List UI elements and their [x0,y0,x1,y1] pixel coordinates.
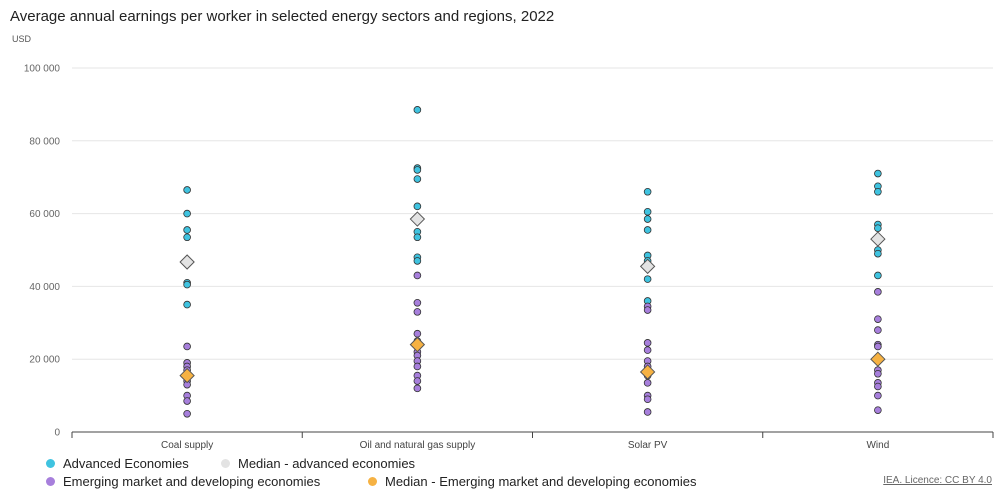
y-tick-label: 20 000 [29,355,60,366]
median-diamond [409,211,426,227]
data-point [413,298,422,307]
legend-label-emerging: Emerging market and developing economies [63,473,321,489]
x-axis: Coal supply Oil and natural gas supply Sol… [71,431,994,451]
data-point [643,339,652,347]
data-point [413,377,422,385]
x-category-label: Oil and natural gas supply [360,440,476,451]
median-diamond [179,367,195,384]
data-point [643,395,652,404]
legend-label-median-advanced: Median - advanced economies [238,455,416,471]
data-point [183,186,191,194]
legend: Advanced Economies Median - advanced eco… [46,454,866,490]
data-point [643,408,652,416]
data-point [183,280,191,289]
data-point [643,346,652,354]
data-point [413,106,422,114]
data-point [183,409,191,418]
legend-label-median-emerging: Median - Emerging market and developing … [385,473,697,489]
legend-item-emerging[interactable]: Emerging market and developing economies [46,474,368,489]
data-point [183,233,191,242]
y-tick-label: 80 000 [29,136,60,147]
y-tick-label: 40 000 [29,282,60,293]
y-tick-label: 60 000 [29,209,60,220]
data-point [874,391,882,400]
data-point [413,271,422,280]
data-point [413,384,422,393]
data-point [643,226,652,234]
legend-label-advanced: Advanced Economies [63,455,189,471]
y-tick-label: 0 [54,428,60,439]
data-point [874,406,882,414]
median-diamond [639,258,656,275]
data-point [413,202,422,211]
data-point [643,215,652,223]
data-point [183,226,191,234]
gridlines [72,67,993,360]
data-point [874,369,882,378]
data-point [874,342,882,351]
data-point [643,379,652,387]
data-point [413,329,422,338]
data-point [874,288,882,296]
data-point [413,308,422,316]
y-axis-ticks: 0 20 000 40 000 60 000 80 000 100 000 [24,64,61,439]
data-point [413,257,422,265]
x-category-label: Solar PV [628,440,668,451]
data-point [643,207,652,216]
data-point [874,271,882,280]
data-point [413,233,422,242]
data-point [643,187,652,196]
data-point [874,382,882,391]
data-point [413,175,422,183]
median-diamond [639,364,656,380]
data-point [183,342,191,351]
data-point [413,166,422,174]
legend-item-median-advanced[interactable]: Median - advanced economies [221,456,415,471]
legend-item-advanced[interactable]: Advanced Economies [46,456,221,471]
median-diamond [870,351,886,367]
legend-swatch-advanced [46,458,55,468]
x-category-label: Wind [866,440,889,451]
data-point [874,169,882,178]
data-point [874,224,882,232]
median-diamond [409,336,426,353]
data-marks [179,106,886,418]
data-point [183,397,191,405]
y-tick-label: 100 000 [24,64,61,75]
data-point [874,326,882,334]
legend-swatch-median-emerging [368,476,377,486]
x-category-label: Coal supply [161,440,213,451]
legend-swatch-median-advanced [221,458,230,468]
data-point [874,249,882,258]
licence-link[interactable]: IEA. Licence: CC BY 4.0 [883,475,992,486]
median-diamond [179,254,195,270]
legend-item-median-emerging[interactable]: Median - Emerging market and developing … [368,474,696,489]
y-axis-unit: USD [12,34,32,44]
median-diamond [870,231,886,247]
data-point [183,209,191,218]
data-point [183,300,191,309]
chart-title: Average annual earnings per worker in se… [10,8,555,25]
data-point [643,306,652,314]
data-point [874,187,882,196]
legend-swatch-emerging [46,476,55,486]
data-point [413,362,422,371]
data-point [874,315,882,323]
data-point [643,275,652,283]
